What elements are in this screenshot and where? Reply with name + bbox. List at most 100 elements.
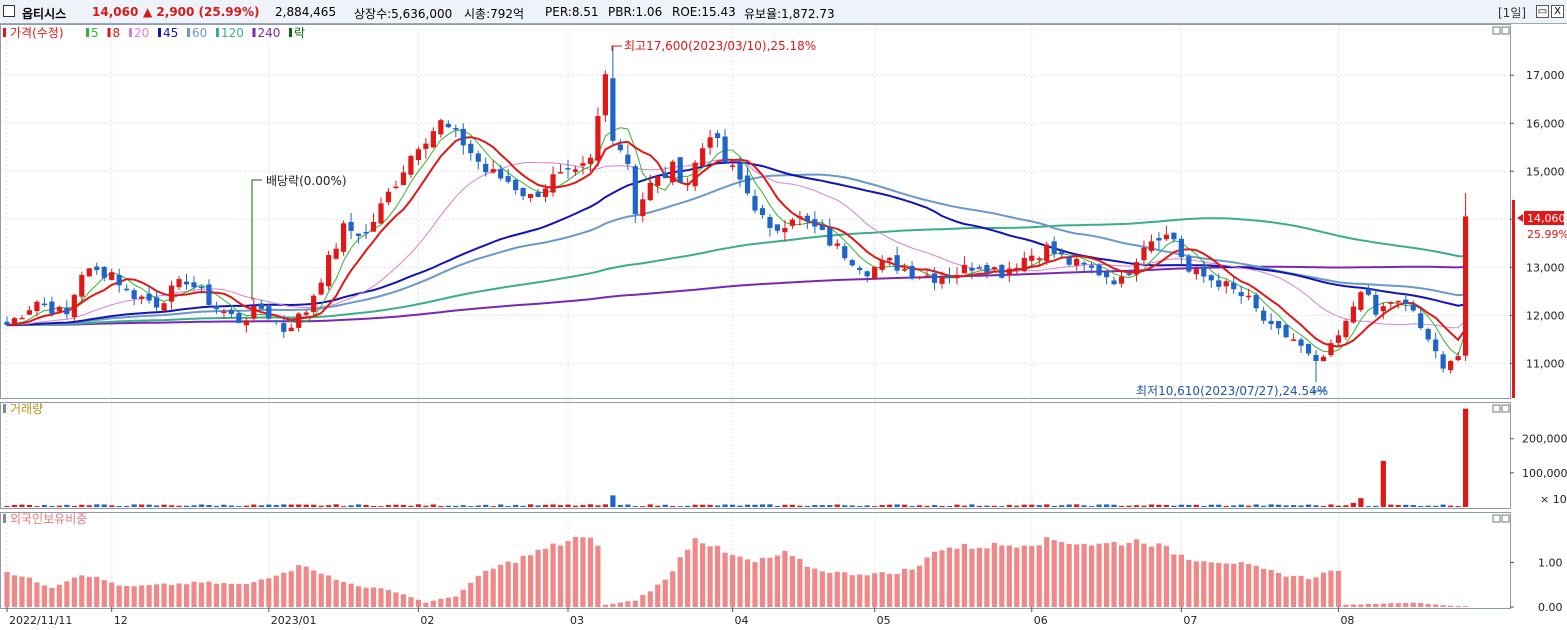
- volume-panel-header: 거래량 × 10: [3, 402, 1567, 506]
- foreign-ratio-bar: [1343, 604, 1349, 607]
- candle-body: [71, 294, 77, 318]
- ma-120-line: [6, 217, 1466, 327]
- foreign-ratio-bar: [483, 570, 489, 607]
- volume-bar: [393, 504, 399, 507]
- foreign-ratio-bar: [804, 566, 810, 607]
- candle-body: [1418, 313, 1424, 329]
- foreign-ratio-bar: [572, 536, 579, 607]
- candle-body: [191, 282, 197, 288]
- volume-bar: [1223, 505, 1229, 507]
- foreign-ratio-bar: [939, 550, 945, 607]
- candle-body: [864, 271, 870, 277]
- foreign-ratio-bar: [924, 557, 930, 607]
- candle-body: [348, 221, 354, 231]
- stock-chart[interactable]: 가격(수정) 5 8 20 45 60 120 240 락 11,000 12,000 13,00…: [0, 24, 1567, 630]
- candle-body: [1343, 320, 1349, 338]
- volume-bar: [887, 504, 893, 507]
- legend-ma-label: 120: [221, 26, 244, 40]
- candle-body: [236, 313, 242, 323]
- legend-ma-label: 240: [258, 26, 281, 40]
- candle-body: [400, 172, 407, 186]
- candle-body: [318, 282, 324, 295]
- volume-bar: [872, 506, 878, 507]
- foreign-ratio-bar: [56, 584, 62, 607]
- period-selector[interactable]: [1일]: [1498, 6, 1527, 20]
- foreign-ratio-bar: [460, 589, 466, 607]
- legend-ma-marker: [216, 28, 219, 37]
- date-tick-label: 03: [570, 614, 584, 627]
- candle-body: [288, 327, 294, 332]
- candle-body: [550, 174, 556, 193]
- volume-bar: [1246, 505, 1252, 507]
- volume-bar: [258, 505, 264, 507]
- foreign-ratio-bar: [243, 584, 249, 607]
- foreign-ratio-bar: [94, 576, 100, 607]
- volume-bar: [161, 504, 167, 507]
- foreign-ratio-bar: [468, 582, 474, 607]
- foreign-ratio-bar: [19, 576, 25, 607]
- foreign-ratio-bar: [789, 556, 795, 607]
- current-price-tag: [1524, 211, 1564, 225]
- volume-bar: [767, 504, 773, 507]
- volume-bar: [625, 504, 631, 507]
- close-button[interactable]: X: [1551, 5, 1564, 18]
- foreign-ratio-bar: [146, 585, 152, 607]
- volume-bar: [1148, 504, 1155, 507]
- candle-body: [1283, 325, 1289, 338]
- foreign-ratio-bar: [228, 583, 234, 607]
- volume-bar: [924, 505, 930, 507]
- candle-body: [1313, 354, 1319, 361]
- volume-bar: [221, 504, 227, 507]
- volume-panel-title: 거래량: [10, 402, 43, 416]
- candle-body: [1328, 343, 1334, 356]
- volume-bar: [445, 505, 451, 507]
- volume-bar: [109, 505, 115, 507]
- candle-body: [1305, 344, 1312, 354]
- candle-body: [1118, 276, 1125, 284]
- candle-body: [19, 317, 25, 320]
- volume-bar: [423, 505, 429, 507]
- candle-body: [101, 267, 107, 278]
- foreign-ratio-bar: [707, 546, 713, 607]
- candle-body: [198, 286, 205, 289]
- volume-bar: [341, 506, 347, 507]
- foreign-tick-label: 0.00: [1538, 601, 1563, 614]
- foreign-ratio-bar: [1141, 543, 1147, 607]
- foreign-ratio-bar: [991, 542, 997, 607]
- foreign-ratio-bar: [139, 585, 145, 607]
- foreign-ratio-bars: [4, 536, 1469, 607]
- candle-body: [670, 161, 676, 183]
- candle-body: [520, 187, 526, 197]
- ma-20-line: [6, 159, 1466, 329]
- candle-body: [692, 162, 698, 187]
- volume-bar: [1410, 505, 1416, 507]
- volume-bar: [490, 506, 496, 507]
- volume-bar: [1313, 505, 1319, 507]
- foreign-ratio-bar: [453, 596, 459, 607]
- candle-body: [1448, 361, 1454, 371]
- foreign-ratio-bar: [715, 545, 721, 607]
- candle-body: [124, 288, 130, 291]
- dividend-marker-line: [251, 179, 262, 300]
- candle-body: [542, 188, 549, 197]
- select-checkbox[interactable]: [3, 5, 15, 17]
- candle-body: [1148, 241, 1155, 251]
- volume-bar: [759, 504, 766, 507]
- candle-body: [1290, 339, 1297, 341]
- candle-body: [1014, 267, 1020, 270]
- maximize-button[interactable]: ▭: [1536, 5, 1549, 18]
- foreign-ratio-bar: [198, 582, 205, 607]
- foreign-ratio-bar: [213, 583, 220, 607]
- volume-bar: [999, 506, 1005, 507]
- volume-bar: [483, 504, 489, 507]
- volume-bar: [415, 504, 421, 507]
- foreign-ratio-bar: [168, 584, 175, 607]
- candle-body: [1223, 281, 1229, 287]
- candle-body: [206, 284, 212, 305]
- price-change: ▲ 2,900 (25.99%): [143, 5, 260, 19]
- candle-body: [460, 128, 466, 146]
- volume-bar: [1171, 505, 1177, 507]
- foreign-ratio-bar: [1216, 562, 1222, 607]
- foreign-ratio-bar: [445, 597, 451, 607]
- volume-bar: [1268, 504, 1274, 507]
